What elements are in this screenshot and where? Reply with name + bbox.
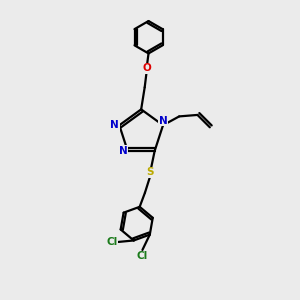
Text: N: N (118, 146, 127, 156)
Text: S: S (146, 167, 154, 177)
Text: N: N (110, 120, 119, 130)
Text: Cl: Cl (106, 237, 118, 247)
Text: N: N (159, 116, 167, 125)
Text: Cl: Cl (137, 251, 148, 261)
Text: O: O (143, 63, 152, 73)
